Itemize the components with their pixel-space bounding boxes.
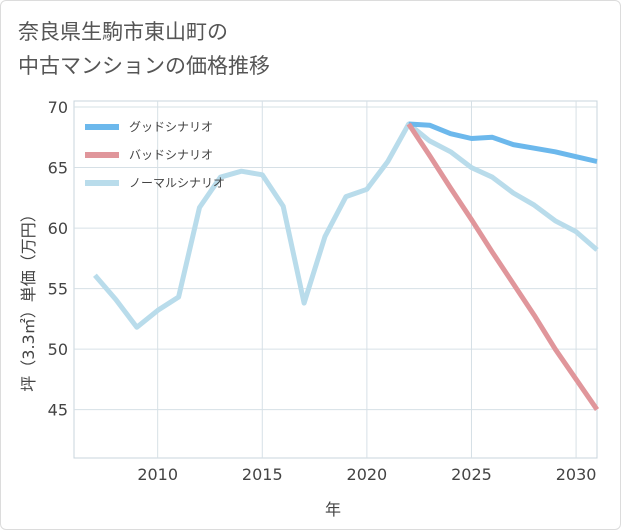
x-tick-label: 2025 bbox=[451, 465, 492, 484]
legend-label-1: バッドシナリオ bbox=[129, 148, 213, 162]
series-lines bbox=[93, 121, 600, 412]
chart-title: 奈良県生駒市東山町の 中古マンションの価格推移 bbox=[18, 20, 270, 78]
y-tick-label: 65 bbox=[48, 159, 68, 178]
y-tick-label: 60 bbox=[48, 219, 68, 238]
y-tick-label: 50 bbox=[48, 340, 68, 359]
x-tick-label: 2020 bbox=[347, 465, 388, 484]
plot-frame bbox=[73, 100, 598, 459]
y-axis-label: 坪（3.3㎡）単価（万円） bbox=[19, 206, 38, 391]
y-tick-label: 55 bbox=[48, 280, 68, 299]
x-tick-label: 2010 bbox=[137, 465, 178, 484]
x-tick-label: 2015 bbox=[242, 465, 283, 484]
grid bbox=[73, 100, 598, 459]
series-line-0 bbox=[408, 121, 598, 164]
legend-label-0: グッドシナリオ bbox=[129, 120, 213, 134]
x-axis-label: 年 bbox=[325, 500, 341, 519]
axes: 2010 2015 2020 2025 2030 45 50 55 60 65 70 bbox=[48, 98, 597, 484]
x-tick-label: 2030 bbox=[556, 465, 597, 484]
y-tick-label: 45 bbox=[48, 401, 68, 420]
legend-label-2: ノーマルシナリオ bbox=[129, 176, 225, 190]
series-line-2 bbox=[93, 121, 599, 330]
y-tick-label: 70 bbox=[48, 98, 68, 117]
series-line-1 bbox=[406, 122, 600, 412]
